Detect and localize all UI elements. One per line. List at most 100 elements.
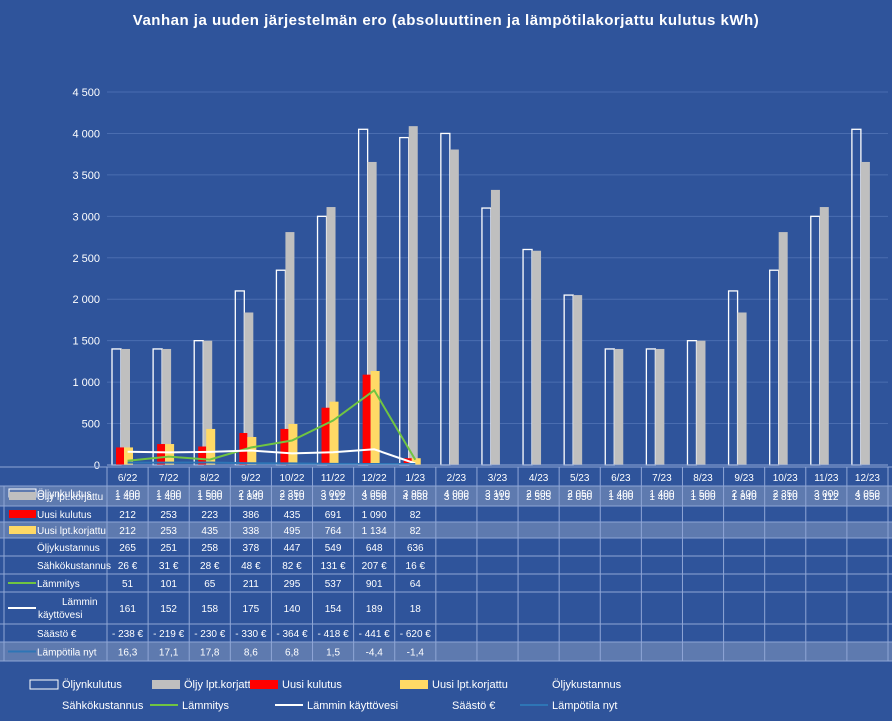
data-label-saasto: - 230 €: [194, 629, 226, 640]
bar-oljy-lpt-korjattu: [162, 348, 172, 465]
data-label-oljyk: 4 088: [403, 492, 428, 503]
data-label-oljy: 2 100: [238, 489, 263, 500]
table-row-header: Lämmin: [62, 597, 98, 608]
bar-oljy-lpt-korjattu: [244, 312, 254, 465]
legend-label-lammitys: Lämmitys: [182, 700, 230, 712]
data-label-oljyk: 1 400: [649, 492, 674, 503]
data-label-oljy: 2 100: [732, 489, 757, 500]
data-label-oljyk: 3 112: [321, 492, 346, 503]
data-label-uusi: 386: [243, 510, 260, 521]
data-label-oljy: 4 000: [444, 489, 469, 500]
bar-oljy-lpt-korjattu: [285, 232, 295, 465]
data-label-oljy: 2 600: [526, 489, 551, 500]
data-label-oljyk: 3 112: [814, 492, 839, 503]
data-label-oljy: 1 400: [608, 489, 633, 500]
data-label-lammitys: 211: [243, 579, 259, 590]
data-label-sahko: 131 €: [321, 561, 346, 572]
bar-oljy-lpt-korjattu: [573, 295, 583, 465]
line-lampotila-nyt: [127, 461, 416, 465]
data-label-oljykust: 648: [366, 543, 383, 554]
data-label-lammitys: 901: [366, 579, 383, 590]
table-row-header: Uusi lpt.korjattu: [37, 526, 106, 537]
data-label-saasto: - 219 €: [153, 629, 185, 640]
bar-oljynkulutus: [563, 294, 574, 466]
x-tick-label: 8/23: [693, 473, 713, 484]
data-label-oljyk: 1 840: [238, 492, 263, 503]
data-label-oljyk: 3 656: [362, 492, 387, 503]
data-label-saasto: - 364 €: [276, 629, 308, 640]
y-tick-label: 500: [82, 419, 100, 431]
table-row-shade: [0, 522, 892, 538]
y-tick-label: 4 500: [72, 87, 100, 99]
bar-oljy-lpt-korjattu: [408, 126, 418, 466]
legend-key-uusi: [250, 680, 278, 689]
bar-uusi-kulutus: [280, 428, 289, 465]
x-tick-label: 6/23: [611, 473, 631, 484]
data-label-lampo: -4,4: [366, 648, 384, 659]
data-label-oljy: 2 350: [279, 489, 304, 500]
data-label-saasto: - 441 €: [359, 629, 391, 640]
table-row-header: Öljynkulutus: [37, 488, 91, 500]
data-label-oljyk: 2 050: [567, 492, 592, 503]
bar-oljynkulutus: [481, 207, 492, 466]
data-label-sahko: 82 €: [282, 561, 302, 572]
line-lammitys: [127, 388, 417, 462]
y-tick-label: 2 000: [72, 294, 100, 306]
data-label-oljykust: 251: [160, 543, 177, 554]
x-tick-label: 6/22: [118, 473, 138, 484]
data-label-oljykust: 636: [407, 543, 424, 554]
bar-oljy-lpt-korjattu: [696, 340, 706, 465]
bar-uusi-lpt-korjattu: [370, 371, 380, 465]
y-tick-label: 1 500: [72, 336, 100, 348]
data-label-uusik: 1 134: [362, 526, 387, 537]
data-label-uusik: 435: [201, 526, 218, 537]
x-tick-label: 11/23: [814, 473, 839, 484]
data-label-oljy: 4 050: [362, 489, 387, 500]
bar-oljy-lpt-korjattu: [819, 207, 829, 465]
bar-oljy-lpt-korjattu: [449, 149, 459, 465]
data-label-sahko: 31 €: [159, 561, 179, 572]
bar-oljy-lpt-korjattu: [737, 312, 747, 465]
y-tick-label: 3 000: [72, 211, 100, 223]
bar-oljynkulutus: [193, 340, 204, 466]
data-label-oljyk: 1 840: [732, 492, 757, 503]
data-label-lampo: 6,8: [285, 648, 299, 659]
bar-uusi-lpt-korjattu: [206, 428, 216, 465]
data-label-kv: 189: [366, 604, 383, 615]
table-row-header: käyttövesi: [38, 610, 82, 621]
table-row-header: Lämmitys: [37, 579, 80, 590]
bar-uusi-lpt-korjattu: [329, 401, 339, 465]
x-tick-label: 7/23: [652, 473, 672, 484]
bar-oljynkulutus: [522, 248, 533, 466]
data-label-uusi: 435: [284, 510, 301, 521]
data-label-oljy: 2 350: [773, 489, 798, 500]
data-label-lammitys: 64: [410, 579, 422, 590]
data-label-saasto: - 238 €: [112, 629, 144, 640]
data-label-kv: 18: [410, 604, 422, 615]
table-row-header: Öljy lpt.korjattu: [37, 491, 103, 503]
x-tick-label: 4/23: [529, 473, 549, 484]
legend-key-oljy: [29, 679, 59, 690]
data-label-uusik: 82: [410, 526, 422, 537]
data-label-oljy: 1 400: [156, 489, 181, 500]
x-tick-label: 5/23: [570, 473, 590, 484]
bar-uusi-kulutus: [198, 446, 207, 465]
data-label-sahko: 26 €: [118, 561, 138, 572]
data-label-sahko: 16 €: [406, 561, 426, 572]
data-label-oljyk: 2 810: [279, 492, 304, 503]
data-label-saasto: - 418 €: [318, 629, 350, 640]
line-lammin-kayttovesi: [127, 448, 416, 465]
bar-oljynkulutus: [851, 128, 862, 466]
data-label-oljyk: 1 400: [608, 492, 633, 503]
data-label-oljy: 2 050: [567, 489, 592, 500]
x-tick-label: 11/22: [321, 473, 346, 484]
x-tick-label: 10/23: [773, 473, 798, 484]
legend-label-oljyk: Öljy lpt.korjattu: [184, 679, 257, 691]
legend-label-saasto: Säästö €: [452, 700, 495, 712]
bar-uusi-lpt-korjattu: [288, 423, 298, 465]
data-label-oljykust: 549: [325, 543, 342, 554]
x-tick-label: 9/23: [734, 473, 754, 484]
data-label-lammitys: 51: [122, 579, 134, 590]
x-tick-label: 10/22: [279, 473, 304, 484]
y-tick-label: 4 000: [72, 128, 100, 140]
